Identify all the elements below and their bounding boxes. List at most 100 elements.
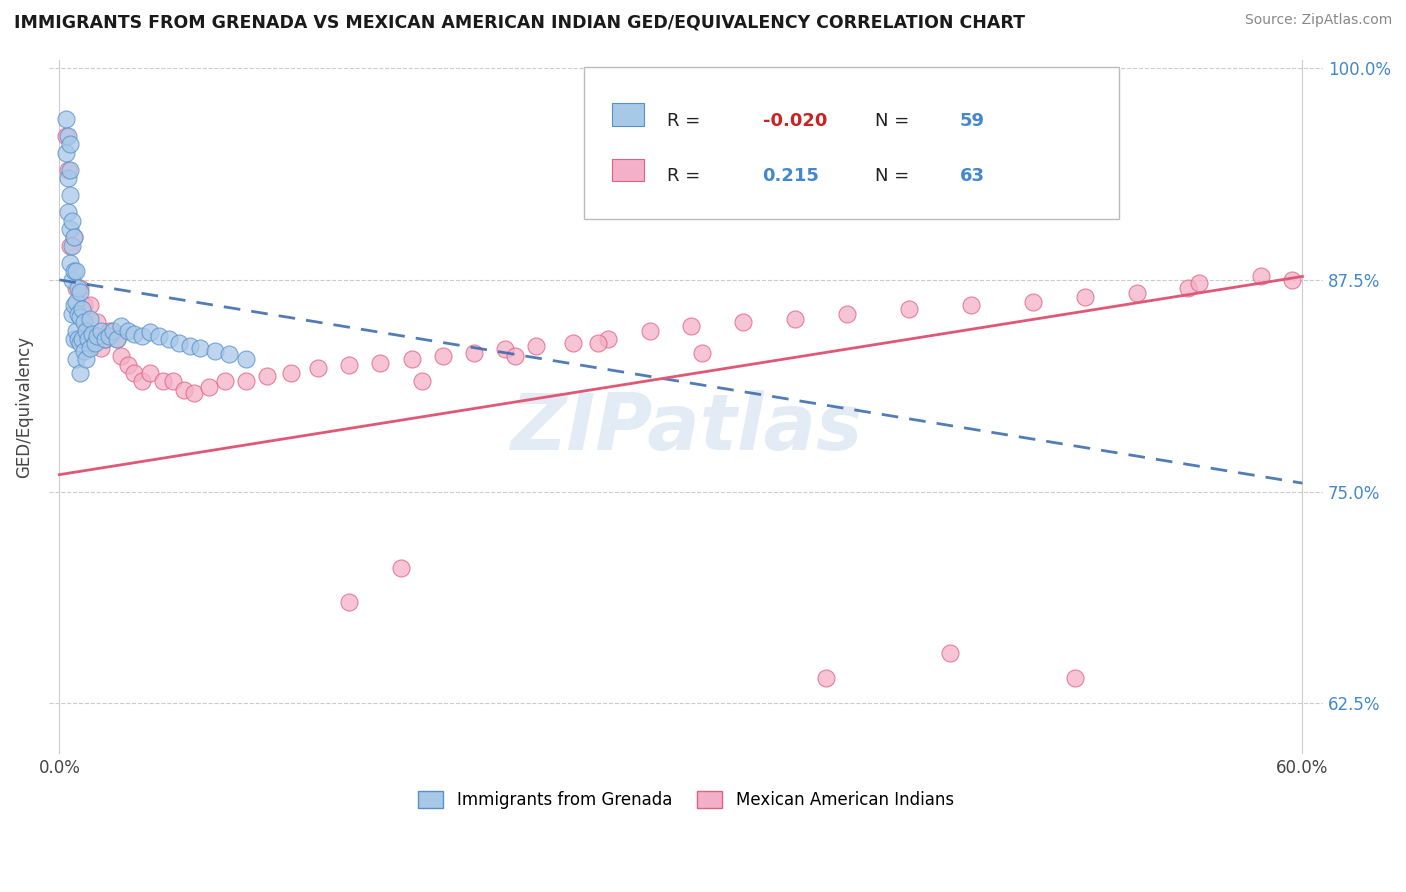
- Point: [65, 281, 87, 295]
- Point: [494, 343, 516, 357]
- Point: [75, 324, 97, 338]
- Point: [66, 281, 89, 295]
- Point: [103, 324, 125, 338]
- Point: [59, 222, 82, 236]
- Point: [105, 332, 128, 346]
- Point: [681, 318, 703, 333]
- Point: [79, 311, 101, 326]
- Point: [169, 335, 191, 350]
- Point: [56, 128, 79, 143]
- Point: [783, 311, 806, 326]
- Point: [814, 671, 837, 685]
- Point: [94, 332, 117, 346]
- Point: [105, 332, 128, 346]
- Point: [939, 646, 962, 660]
- Point: [63, 230, 86, 244]
- Point: [82, 332, 104, 346]
- Point: [63, 332, 86, 346]
- Point: [204, 343, 226, 358]
- Point: [83, 335, 105, 350]
- Point: [307, 360, 329, 375]
- Point: [59, 256, 82, 270]
- Point: [280, 366, 302, 380]
- Point: [586, 335, 609, 350]
- Point: [66, 307, 89, 321]
- Text: R =: R =: [666, 168, 700, 186]
- Point: [69, 285, 91, 299]
- Text: 0.215: 0.215: [762, 168, 820, 186]
- Point: [179, 339, 201, 353]
- Point: [1063, 671, 1085, 685]
- Point: [77, 332, 100, 346]
- Point: [197, 379, 219, 393]
- Point: [86, 328, 108, 343]
- Point: [235, 375, 257, 389]
- Point: [183, 386, 205, 401]
- Point: [731, 315, 754, 329]
- Point: [152, 375, 174, 389]
- Point: [59, 188, 82, 202]
- Text: 59: 59: [960, 112, 986, 129]
- Point: [897, 301, 920, 316]
- Text: N =: N =: [875, 168, 908, 186]
- Text: N =: N =: [875, 112, 908, 129]
- Point: [389, 561, 412, 575]
- Point: [148, 328, 170, 343]
- Point: [835, 307, 858, 321]
- Point: [188, 341, 211, 355]
- Point: [218, 347, 240, 361]
- Point: [157, 332, 180, 346]
- Point: [69, 335, 91, 350]
- Point: [65, 264, 87, 278]
- Point: [524, 339, 547, 353]
- Point: [463, 345, 485, 359]
- Point: [103, 324, 125, 338]
- Point: [110, 318, 132, 333]
- Text: 63: 63: [960, 168, 986, 186]
- Point: [60, 307, 83, 321]
- Text: -0.020: -0.020: [762, 112, 827, 129]
- FancyBboxPatch shape: [612, 103, 644, 126]
- Point: [110, 349, 132, 363]
- Point: [79, 298, 101, 312]
- Point: [70, 301, 93, 316]
- Point: [73, 343, 96, 358]
- Point: [139, 366, 162, 380]
- Point: [94, 332, 117, 346]
- Point: [98, 324, 121, 338]
- Point: [90, 324, 112, 338]
- Point: [60, 213, 83, 227]
- Point: [131, 375, 153, 389]
- Point: [139, 326, 162, 340]
- Point: [63, 264, 86, 278]
- Point: [370, 356, 392, 370]
- Point: [117, 324, 139, 338]
- Point: [75, 352, 97, 367]
- Point: [66, 332, 89, 346]
- FancyBboxPatch shape: [583, 67, 1119, 219]
- Point: [1281, 273, 1303, 287]
- Point: [1250, 269, 1272, 284]
- Point: [56, 162, 79, 177]
- Text: Source: ZipAtlas.com: Source: ZipAtlas.com: [1244, 13, 1392, 28]
- Point: [960, 298, 983, 312]
- Point: [55, 145, 77, 160]
- Text: R =: R =: [666, 112, 700, 129]
- Point: [59, 137, 82, 152]
- Point: [70, 332, 93, 346]
- Point: [69, 366, 91, 380]
- Point: [75, 324, 97, 338]
- Point: [337, 595, 360, 609]
- Point: [86, 315, 108, 329]
- Point: [1177, 281, 1199, 295]
- Point: [79, 341, 101, 355]
- Point: [69, 310, 91, 325]
- Point: [65, 324, 87, 338]
- Point: [122, 366, 145, 380]
- Point: [117, 358, 139, 372]
- Point: [59, 162, 82, 177]
- Point: [98, 328, 121, 343]
- Text: IMMIGRANTS FROM GRENADA VS MEXICAN AMERICAN INDIAN GED/EQUIVALENCY CORRELATION C: IMMIGRANTS FROM GRENADA VS MEXICAN AMERI…: [14, 13, 1025, 31]
- Point: [1188, 277, 1211, 291]
- Point: [1074, 290, 1097, 304]
